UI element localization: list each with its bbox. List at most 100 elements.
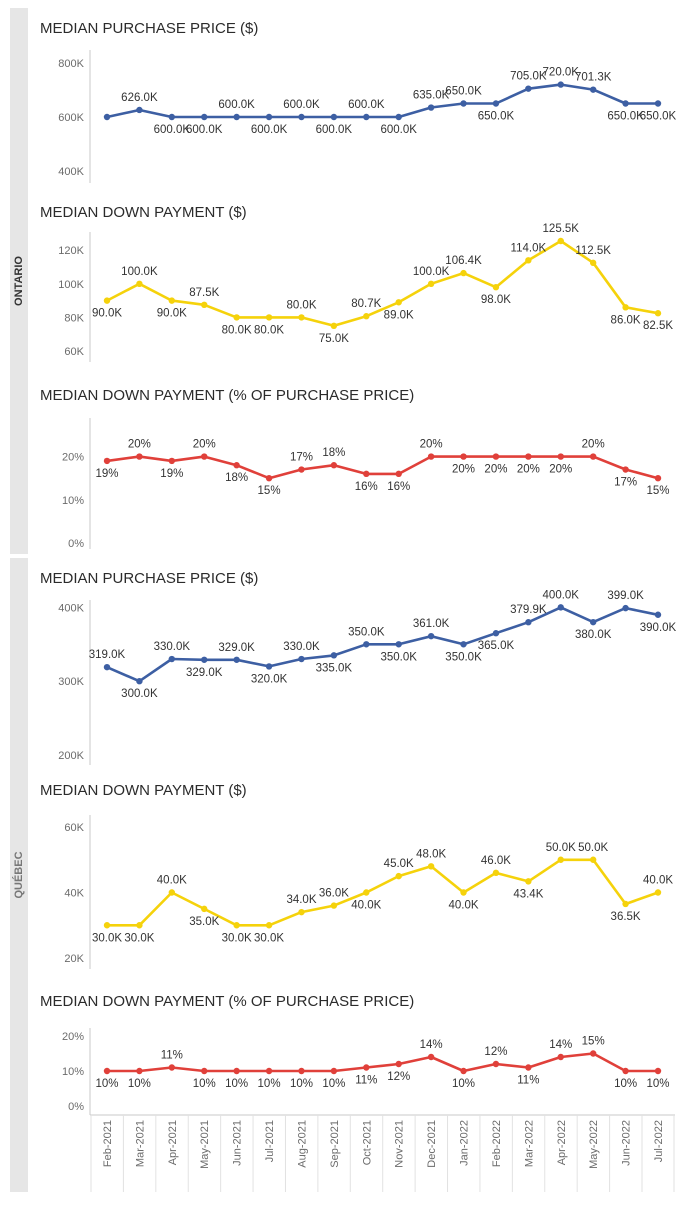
data-point xyxy=(525,619,532,626)
x-tick-label: Feb-2021 xyxy=(102,1120,114,1167)
data-point xyxy=(654,1067,662,1075)
data-label: 20% xyxy=(193,439,216,451)
x-tick-label: May-2021 xyxy=(199,1120,211,1169)
data-point xyxy=(427,280,435,288)
data-label: 319.0K xyxy=(89,649,126,661)
chart-2: 0% 10% 20% 19% 20% 19% 20% 18% 15% 17% 18% 16% 16% 20… xyxy=(62,418,670,550)
data-point xyxy=(427,863,435,870)
x-tick-label: Feb-2022 xyxy=(491,1120,503,1167)
data-label: 17% xyxy=(614,477,637,489)
data-point xyxy=(492,283,500,291)
y-tick-label: 400K xyxy=(58,166,84,178)
data-label: 46.0K xyxy=(481,855,511,867)
chart-0: 400K600K800K626.0K600.0K600.0K600.0K600.… xyxy=(58,50,677,183)
data-point xyxy=(622,304,629,311)
data-label: 18% xyxy=(322,447,345,459)
data-point xyxy=(201,905,208,913)
data-label: 720.0K xyxy=(543,67,580,79)
data-point xyxy=(330,652,338,659)
data-label: 100.0K xyxy=(413,266,450,278)
data-point xyxy=(363,470,370,478)
data-label: 34.0K xyxy=(286,894,316,906)
region-bar-quebec xyxy=(10,558,28,1192)
data-point xyxy=(492,453,500,460)
data-label: 16% xyxy=(355,481,378,493)
chart-title-quebec-price: MEDIAN PURCHASE PRICE ($) xyxy=(40,570,258,587)
data-point xyxy=(654,100,662,107)
data-point xyxy=(589,86,597,93)
data-label: 80.0K xyxy=(254,324,284,336)
data-point xyxy=(103,297,111,304)
data-point xyxy=(395,113,402,121)
x-tick-label: Aug-2021 xyxy=(296,1120,308,1168)
data-label: 330.0K xyxy=(283,641,320,653)
chart-title-ontario-price: MEDIAN PURCHASE PRICE ($) xyxy=(40,20,258,37)
data-label: 20% xyxy=(128,439,151,451)
data-point xyxy=(492,1060,500,1068)
data-label: 10% xyxy=(193,1078,216,1090)
data-label: 48.0K xyxy=(416,848,446,860)
data-point xyxy=(103,457,111,465)
data-point xyxy=(330,902,338,909)
data-label: 40.0K xyxy=(157,875,187,887)
y-tick-label: 80K xyxy=(64,312,84,324)
data-label: 600.0K xyxy=(348,99,385,111)
data-label: 600.0K xyxy=(154,124,191,136)
x-tick-label: Nov-2021 xyxy=(394,1120,406,1168)
data-label: 350.0K xyxy=(380,651,417,663)
data-point xyxy=(298,908,305,916)
data-label: 12% xyxy=(387,1071,410,1083)
data-point xyxy=(525,257,532,264)
data-label: 335.0K xyxy=(316,662,353,674)
data-point xyxy=(298,1067,305,1075)
data-point xyxy=(168,457,176,465)
chart-title-ontario-down-pct: MEDIAN DOWN PAYMENT (% OF PURCHASE PRICE… xyxy=(40,387,414,404)
chart-1: 60K80K100K120K90.0K100.0K90.0K87.5K80.0K… xyxy=(58,223,673,362)
data-label: 112.5K xyxy=(575,245,611,257)
data-label: 30.0K xyxy=(222,932,252,944)
data-label: 650.0K xyxy=(445,86,482,98)
y-tick-label: 40K xyxy=(64,888,84,900)
data-label: 19% xyxy=(95,468,118,480)
data-point xyxy=(427,453,435,460)
data-point xyxy=(298,113,305,121)
data-point xyxy=(525,878,532,885)
data-point xyxy=(622,100,629,107)
data-label: 400.0K xyxy=(543,589,580,601)
data-point xyxy=(201,656,208,663)
data-label: 10% xyxy=(452,1078,475,1090)
data-point xyxy=(525,453,532,460)
data-point xyxy=(136,922,143,929)
data-point xyxy=(298,466,305,473)
data-label: 40.0K xyxy=(448,900,478,912)
data-point xyxy=(395,299,402,306)
data-label: 15% xyxy=(582,1036,605,1048)
data-point xyxy=(460,269,467,277)
data-point xyxy=(654,889,662,896)
data-point xyxy=(622,466,629,473)
data-point xyxy=(654,611,662,618)
x-tick-label: Oct-2021 xyxy=(361,1120,373,1165)
x-tick-label: Mar-2022 xyxy=(523,1120,535,1167)
data-point xyxy=(654,474,662,482)
data-label: 87.5K xyxy=(189,287,219,299)
data-point xyxy=(589,618,597,626)
data-label: 399.0K xyxy=(607,590,644,602)
data-label: 380.0K xyxy=(575,629,612,641)
data-label: 125.5K xyxy=(543,223,580,235)
series-line xyxy=(106,606,659,683)
data-point xyxy=(103,113,111,121)
data-point xyxy=(330,462,338,469)
data-point xyxy=(103,663,111,671)
y-tick-label: 600K xyxy=(58,112,84,124)
data-point xyxy=(233,1067,240,1075)
data-label: 600.0K xyxy=(251,124,288,136)
data-point xyxy=(557,856,564,863)
data-label: 15% xyxy=(646,485,669,497)
y-tick-label: 20% xyxy=(62,452,84,464)
data-point xyxy=(330,1067,338,1075)
data-point xyxy=(233,314,240,321)
data-label: 11% xyxy=(161,1050,183,1062)
data-label: 650.0K xyxy=(607,111,644,123)
data-label: 320.0K xyxy=(251,673,288,685)
